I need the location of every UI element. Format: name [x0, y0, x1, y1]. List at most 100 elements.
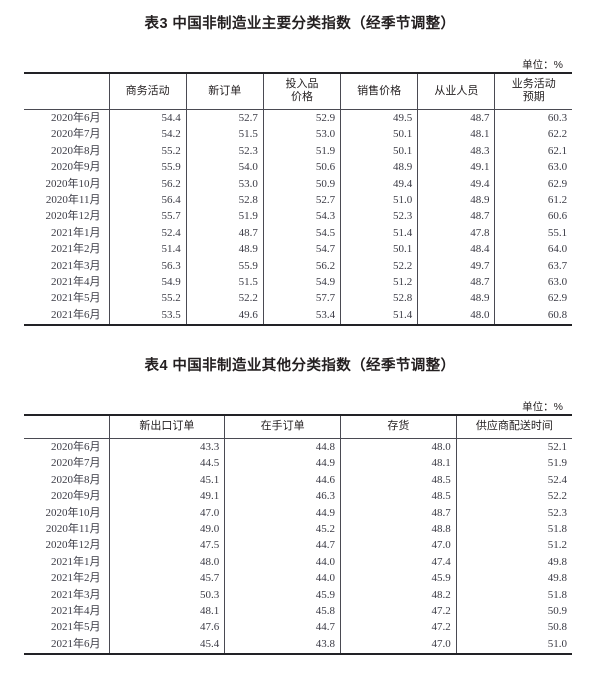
table-row: 2021年3月 56.3 55.9 56.2 52.2 49.7 63.7	[24, 257, 573, 275]
data-cell: 51.4	[340, 306, 418, 326]
data-cell: 54.9	[262, 274, 341, 291]
data-cell: 48.9	[185, 241, 264, 258]
data-cell: 51.4	[340, 224, 418, 242]
data-cell: 47.0	[108, 504, 225, 522]
table-4-wrapper: 新出口订单 在手订单 存货 供应商配送时间 2020年6月 43.3 44.8 48	[0, 414, 600, 655]
row-period-label: 2020年8月	[51, 473, 101, 486]
data-cell: 55.2	[108, 290, 187, 307]
table-row: 2021年3月 50.3 45.9 48.2 51.8	[24, 586, 572, 604]
data-cell: 44.7	[224, 619, 341, 636]
data-cell: 62.9	[494, 290, 573, 307]
data-cell: 51.9	[455, 455, 572, 472]
row-period-label: 2021年4月	[51, 605, 101, 618]
row-period-label: 2021年5月	[51, 292, 101, 305]
table-row: 2020年7月 54.2 51.5 53.0 50.1 48.1 62.2	[24, 126, 573, 143]
data-cell: 54.4	[108, 109, 187, 127]
row-period-label: 2021年5月	[51, 621, 101, 634]
table-3-col-4: 从业人员	[417, 73, 495, 110]
col-label-line1: 新订单	[208, 84, 242, 97]
data-cell: 48.7	[340, 504, 457, 522]
table-4-corner-cell	[24, 415, 109, 439]
table-row: 2020年11月 56.4 52.8 52.7 51.0 48.9 61.2	[24, 192, 573, 209]
data-cell: 51.8	[455, 586, 572, 604]
table-3: 商务活动 新订单 投入品 价格 销售价格 从业人员	[24, 72, 573, 326]
data-cell: 48.7	[417, 274, 495, 291]
data-cell: 49.1	[417, 159, 495, 176]
data-cell: 53.0	[185, 175, 264, 193]
data-cell: 54.5	[262, 224, 341, 242]
table-row: 2020年6月 54.4 52.7 52.9 49.5 48.7 60.3	[24, 109, 573, 127]
table-row: 2021年6月 53.5 49.6 53.4 51.4 48.0 60.8	[24, 306, 573, 326]
data-cell: 63.7	[494, 257, 573, 275]
data-cell: 52.1	[455, 438, 572, 456]
table-3-wrapper: 商务活动 新订单 投入品 价格 销售价格 从业人员	[0, 72, 600, 326]
table-4-head: 新出口订单 在手订单 存货 供应商配送时间	[24, 415, 572, 439]
row-period-label: 2020年7月	[51, 128, 101, 141]
data-cell: 48.1	[417, 126, 495, 143]
data-cell: 45.2	[224, 521, 341, 538]
col-label-line1: 销售价格	[357, 84, 402, 97]
row-period-label: 2021年4月	[51, 276, 101, 289]
data-cell: 51.5	[185, 274, 264, 291]
table-3-unit-label: 单位：%	[522, 59, 563, 71]
row-period-label: 2021年2月	[51, 572, 101, 585]
table-4-col-0: 新出口订单	[108, 415, 225, 439]
row-period-label: 2020年10月	[45, 506, 101, 519]
data-cell: 52.7	[262, 192, 341, 209]
data-cell: 64.0	[494, 241, 573, 258]
data-cell: 55.2	[108, 142, 187, 160]
data-cell: 45.4	[108, 635, 225, 655]
data-cell: 48.8	[340, 521, 457, 538]
data-cell: 53.0	[262, 126, 341, 143]
data-cell: 62.9	[494, 175, 573, 193]
data-cell: 52.3	[185, 142, 264, 160]
data-cell: 52.9	[262, 109, 341, 127]
data-cell: 51.2	[455, 537, 572, 554]
table-row: 2021年2月 45.7 44.0 45.9 49.8	[24, 570, 572, 587]
data-cell: 54.0	[185, 159, 264, 176]
data-cell: 44.0	[224, 553, 341, 571]
data-cell: 52.2	[340, 257, 418, 275]
data-cell: 46.3	[224, 488, 341, 505]
table-4-body: 2020年6月 43.3 44.8 48.0 52.1 2020年7月 44.5 44.9 48…	[24, 438, 572, 655]
data-cell: 49.0	[108, 521, 225, 538]
table-row: 2020年10月 47.0 44.9 48.7 52.3	[24, 504, 572, 522]
data-cell: 43.3	[108, 438, 225, 456]
data-cell: 49.7	[417, 257, 495, 275]
data-cell: 53.4	[262, 306, 341, 326]
data-cell: 49.8	[455, 570, 572, 587]
data-cell: 52.2	[455, 488, 572, 505]
data-cell: 50.6	[262, 159, 341, 176]
col-label-line1: 新出口订单	[139, 420, 195, 432]
col-label-line1: 投入品	[285, 78, 319, 90]
row-period-label: 2020年6月	[51, 441, 101, 453]
data-cell: 48.9	[417, 290, 495, 307]
data-cell: 49.1	[108, 488, 225, 505]
data-cell: 48.2	[340, 586, 457, 604]
table-3-col-3: 销售价格	[340, 73, 418, 110]
table-row: 2020年12月 47.5 44.7 47.0 51.2	[24, 537, 572, 554]
data-cell: 47.6	[108, 619, 225, 636]
data-cell: 44.8	[224, 438, 341, 456]
data-cell: 51.8	[455, 521, 572, 538]
table-row: 2020年9月 49.1 46.3 48.5 52.2	[24, 488, 572, 505]
table-3-head: 商务活动 新订单 投入品 价格 销售价格 从业人员	[24, 73, 573, 110]
data-cell: 60.3	[494, 109, 573, 127]
table-4-unit-label: 单位：%	[522, 401, 563, 413]
col-label-line1: 业务活动	[511, 78, 556, 90]
data-cell: 48.3	[417, 142, 495, 160]
table-4-col-3: 供应商配送时间	[455, 415, 572, 439]
table-row: 2020年8月 45.1 44.6 48.5 52.4	[24, 471, 572, 489]
data-cell: 49.5	[340, 109, 418, 127]
data-cell: 52.7	[185, 109, 264, 127]
data-cell: 51.0	[455, 635, 572, 655]
table-row: 2021年2月 51.4 48.9 54.7 50.1 48.4 64.0	[24, 241, 573, 258]
data-cell: 55.7	[108, 208, 187, 225]
data-cell: 47.8	[417, 224, 495, 242]
table-3-header-row: 商务活动 新订单 投入品 价格 销售价格 从业人员	[24, 73, 573, 110]
data-cell: 63.0	[494, 274, 573, 291]
table-3-body: 2020年6月 54.4 52.7 52.9 49.5 48.7 60.3 2020年7月 54…	[24, 109, 573, 326]
data-cell: 51.9	[185, 208, 264, 225]
row-period-label: 2020年9月	[51, 490, 101, 503]
data-cell: 56.3	[108, 257, 187, 275]
